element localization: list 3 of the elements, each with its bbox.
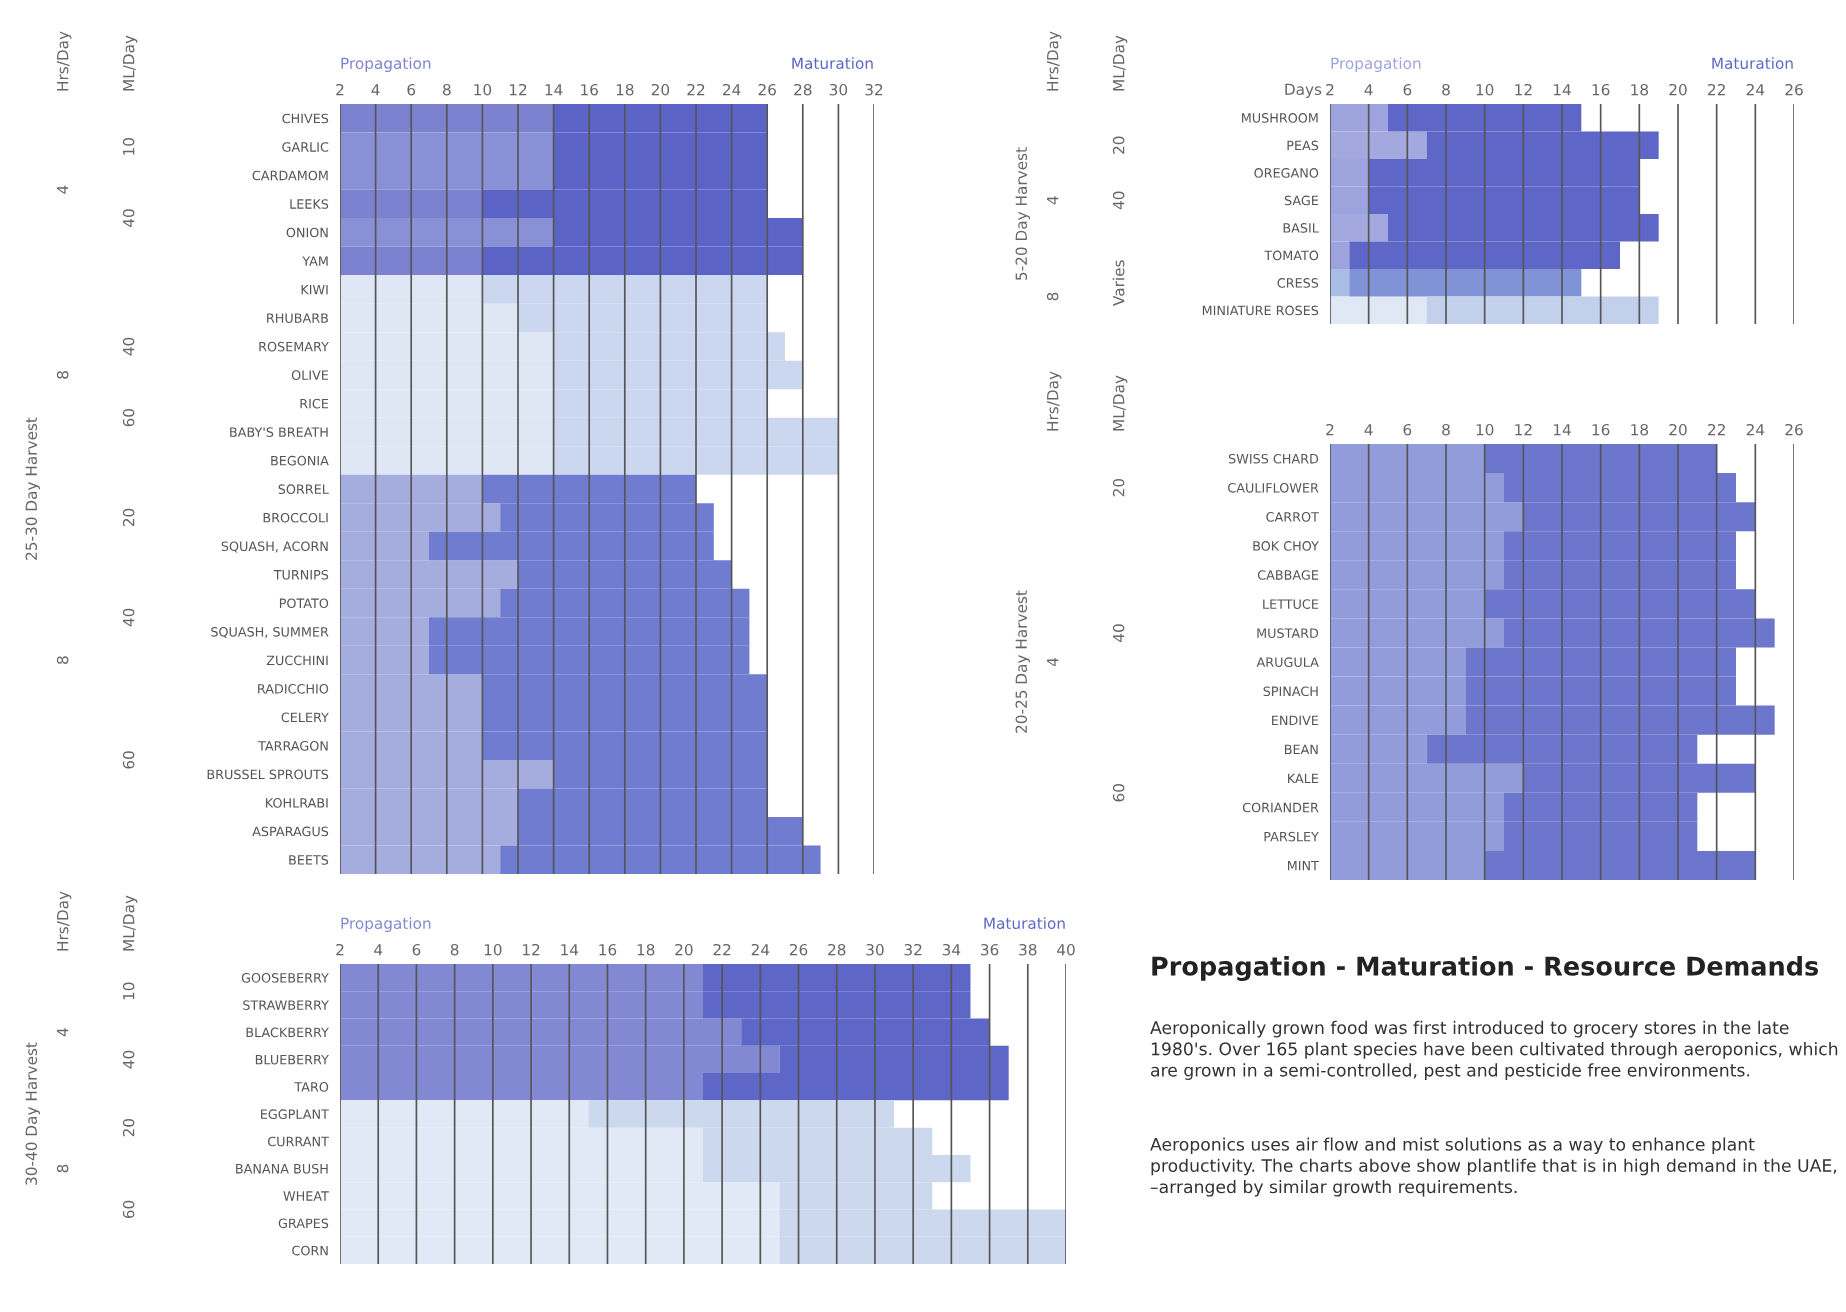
text: Propagation - Maturation - Resource Demands <box>1152 956 1819 981</box>
text: Aeroponics uses air flow and mist solutions as a way to enhance plant productivity. The charts above show plantlife that is in high demand in the UAE, –arranged by similar growth requirements. <box>1150 1137 1837 1197</box>
text: Aeroponically grown food was first introduced to grocery stores in the late 1980's. Over 165 plant species have been cultivated through aeroponics, which are grown in a semi-controlled, pest and pesticide free environments. <box>1150 1020 1838 1080</box>
